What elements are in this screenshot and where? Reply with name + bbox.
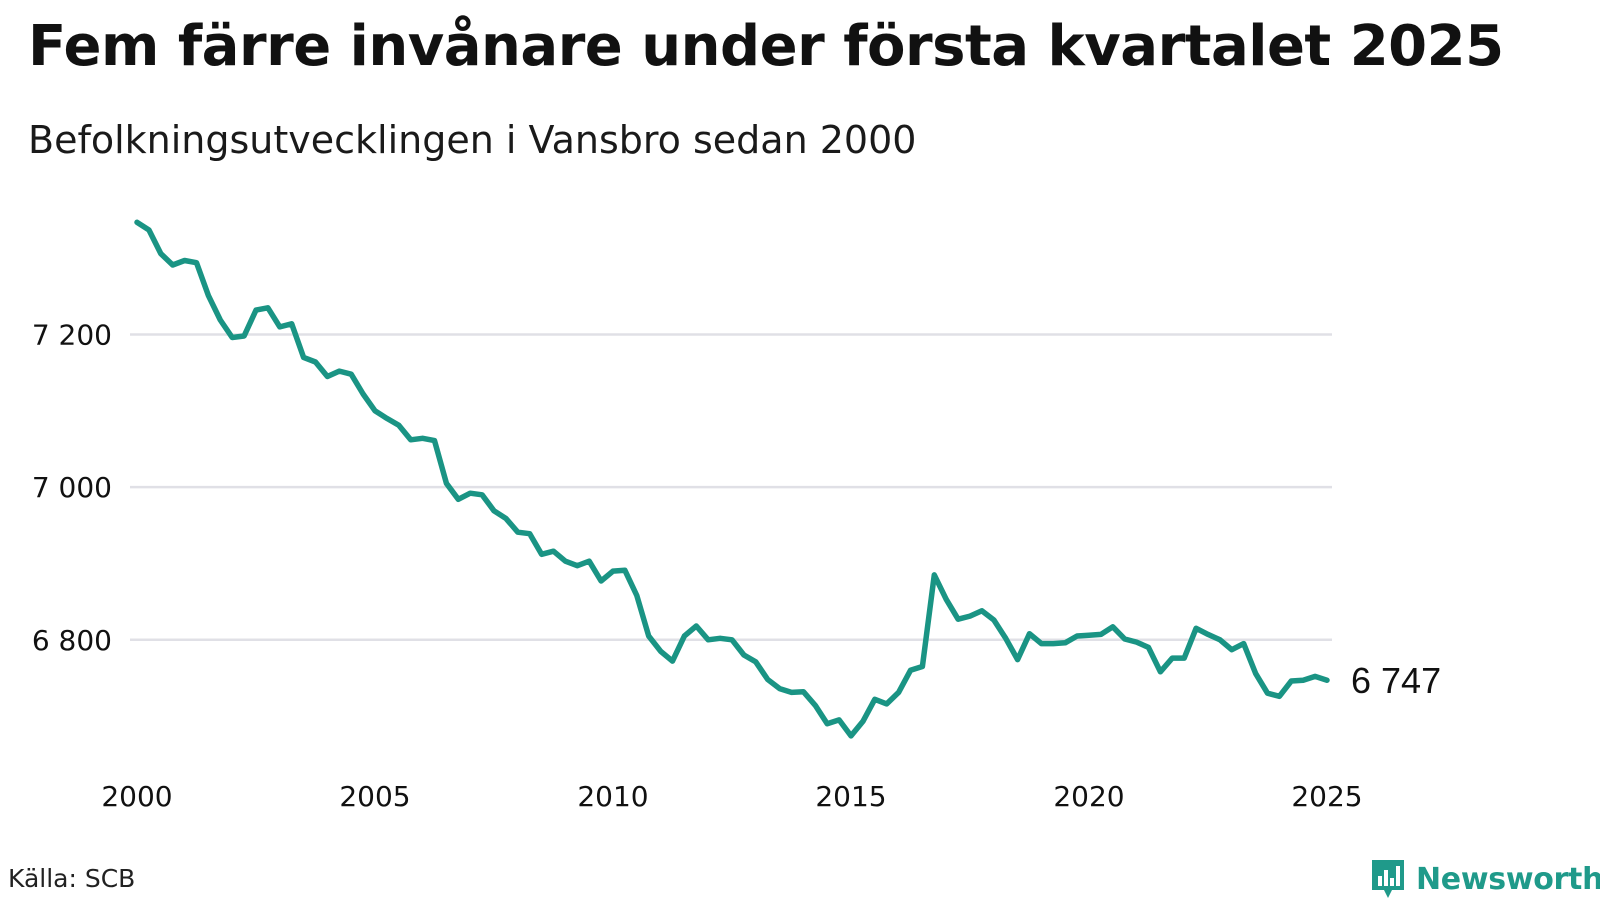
- y-tick-label: 6 800: [32, 624, 112, 657]
- brand-logo: Newsworthy: [1370, 858, 1600, 900]
- newsworthy-logo-icon: [1372, 860, 1404, 898]
- x-tick-label: 2020: [1053, 780, 1124, 813]
- y-tick-label: 7 000: [32, 471, 112, 504]
- source-note: Källa: SCB: [8, 864, 136, 893]
- x-tick-label: 2025: [1291, 780, 1362, 813]
- chart-subtitle: Befolkningsutvecklingen i Vansbro sedan …: [28, 118, 917, 162]
- y-tick-label: 7 200: [32, 318, 112, 351]
- x-tick-label: 2010: [577, 780, 648, 813]
- x-tick-label: 2000: [101, 780, 172, 813]
- end-value-label: 6 747: [1351, 660, 1441, 701]
- x-tick-label: 2015: [815, 780, 886, 813]
- chart-title: Fem färre invånare under första kvartale…: [28, 14, 1504, 79]
- x-tick-label: 2005: [339, 780, 410, 813]
- brand-name: Newsworthy: [1416, 861, 1600, 897]
- series-line: [134, 219, 1330, 739]
